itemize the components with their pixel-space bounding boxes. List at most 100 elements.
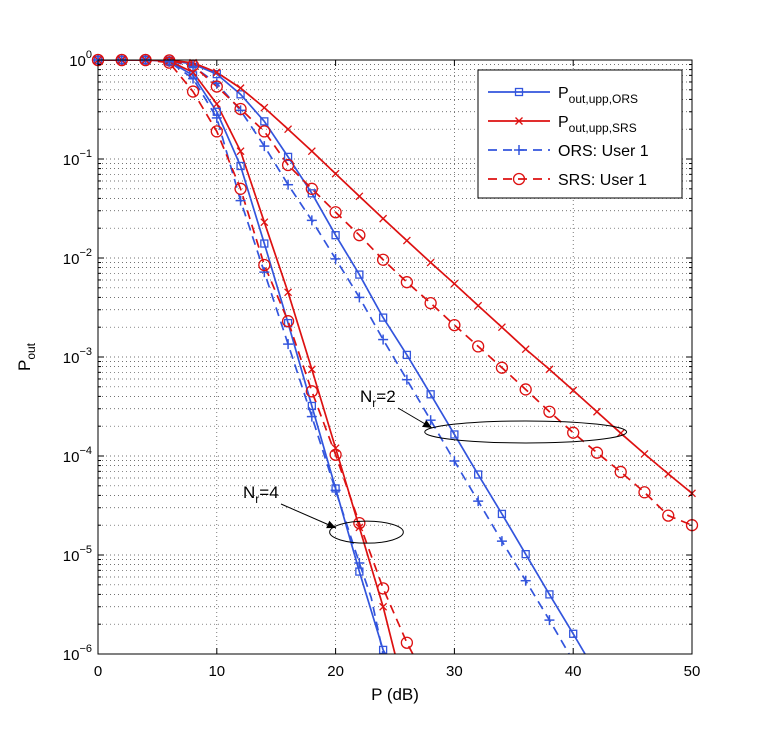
data-point	[210, 80, 223, 93]
data-point	[353, 516, 366, 530]
data-point	[306, 215, 317, 226]
data-point	[189, 68, 197, 77]
data-point	[330, 485, 341, 496]
data-point	[638, 486, 651, 499]
data-point	[472, 340, 485, 353]
data-point	[544, 615, 555, 626]
data-point	[164, 56, 175, 67]
data-point	[401, 374, 412, 385]
data-point	[402, 350, 412, 360]
data-point	[497, 509, 507, 519]
data-point	[284, 288, 293, 297]
y-axis-label-base: P	[15, 360, 34, 371]
annotation-arrow	[280, 503, 337, 529]
data-point	[543, 405, 556, 418]
data-point	[379, 602, 388, 611]
data-point	[307, 147, 316, 156]
data-point	[545, 590, 554, 599]
data-point	[425, 415, 436, 426]
data-point	[569, 629, 578, 638]
annotation-arrowhead	[422, 419, 432, 428]
data-point	[329, 448, 342, 461]
data-point	[567, 426, 580, 439]
legend: Pout,upp,ORS Pout,upp,SRS ORS: User 1 SRS: …	[477, 69, 683, 199]
legend-label: ORS: User 1	[558, 143, 649, 160]
data-point	[495, 361, 509, 374]
data-point	[614, 465, 627, 479]
annotation-label: Nr=4	[243, 483, 279, 506]
legend-entry: SRS: User 1	[488, 172, 647, 189]
data-point	[236, 84, 245, 93]
data-point	[236, 90, 245, 99]
y-tick-label: 10−3	[63, 346, 92, 367]
data-point	[545, 365, 554, 374]
data-point	[259, 267, 270, 278]
data-point	[474, 470, 483, 479]
annotation-label: Nr=2	[360, 387, 396, 410]
data-point	[260, 103, 269, 112]
x-tick-label: 50	[684, 663, 701, 680]
data-point	[514, 145, 524, 155]
legend-entry: ORS: User 1	[488, 143, 649, 160]
x-axis-label: P (dB)	[371, 685, 419, 704]
annotation-arrowhead	[326, 520, 336, 529]
data-point	[234, 102, 247, 116]
data-point	[259, 141, 270, 152]
y-tick-label: 100	[69, 49, 92, 70]
data-point	[331, 169, 340, 178]
data-point	[474, 301, 483, 310]
data-point	[281, 158, 295, 172]
data-point	[163, 56, 176, 69]
data-point	[283, 179, 294, 190]
data-point	[355, 523, 364, 532]
data-point	[376, 253, 390, 266]
data-point	[355, 270, 364, 279]
data-point	[211, 78, 222, 89]
data-point	[186, 85, 200, 98]
data-point	[260, 239, 269, 248]
data-point	[426, 258, 435, 267]
x-tick-label: 0	[94, 663, 102, 680]
data-point	[212, 69, 221, 79]
y-axis-label: Pout	[15, 342, 38, 371]
data-point	[260, 117, 269, 126]
data-point	[258, 125, 271, 138]
data-point	[235, 195, 246, 206]
data-point	[210, 125, 223, 138]
data-point	[354, 292, 365, 303]
data-point	[378, 313, 388, 322]
data-point	[520, 575, 531, 586]
data-point	[307, 365, 316, 374]
legend-entry: Pout,upp,ORS	[488, 85, 638, 106]
data-point	[616, 429, 625, 438]
data-point	[496, 536, 507, 547]
data-point	[306, 411, 317, 422]
legend-label: SRS: User 1	[558, 172, 647, 189]
grid-lines	[98, 60, 692, 654]
data-point	[331, 231, 340, 240]
data-point	[329, 206, 342, 219]
data-point	[521, 345, 530, 354]
annotation-ellipse	[424, 420, 628, 444]
data-point	[514, 87, 524, 97]
legend-label: Pout,upp,ORS	[558, 85, 638, 106]
x-tick-label: 10	[208, 663, 225, 680]
data-point	[305, 385, 318, 398]
data-point	[188, 61, 199, 72]
data-point	[211, 112, 222, 123]
series-line	[98, 60, 414, 654]
legend-label: Pout,upp,SRS	[558, 114, 637, 135]
x-tick-labels: 0 10 20 30 40 50	[94, 663, 701, 680]
data-point	[590, 446, 604, 459]
x-tick-label: 30	[446, 663, 463, 680]
data-point	[283, 339, 294, 350]
axis-ticks	[97, 59, 693, 655]
data-point	[379, 214, 388, 223]
data-point	[234, 182, 247, 195]
data-point	[235, 105, 246, 116]
data-point	[283, 152, 293, 162]
data-point	[307, 401, 316, 411]
data-point	[424, 296, 437, 310]
x-tick-label: 40	[565, 663, 582, 680]
